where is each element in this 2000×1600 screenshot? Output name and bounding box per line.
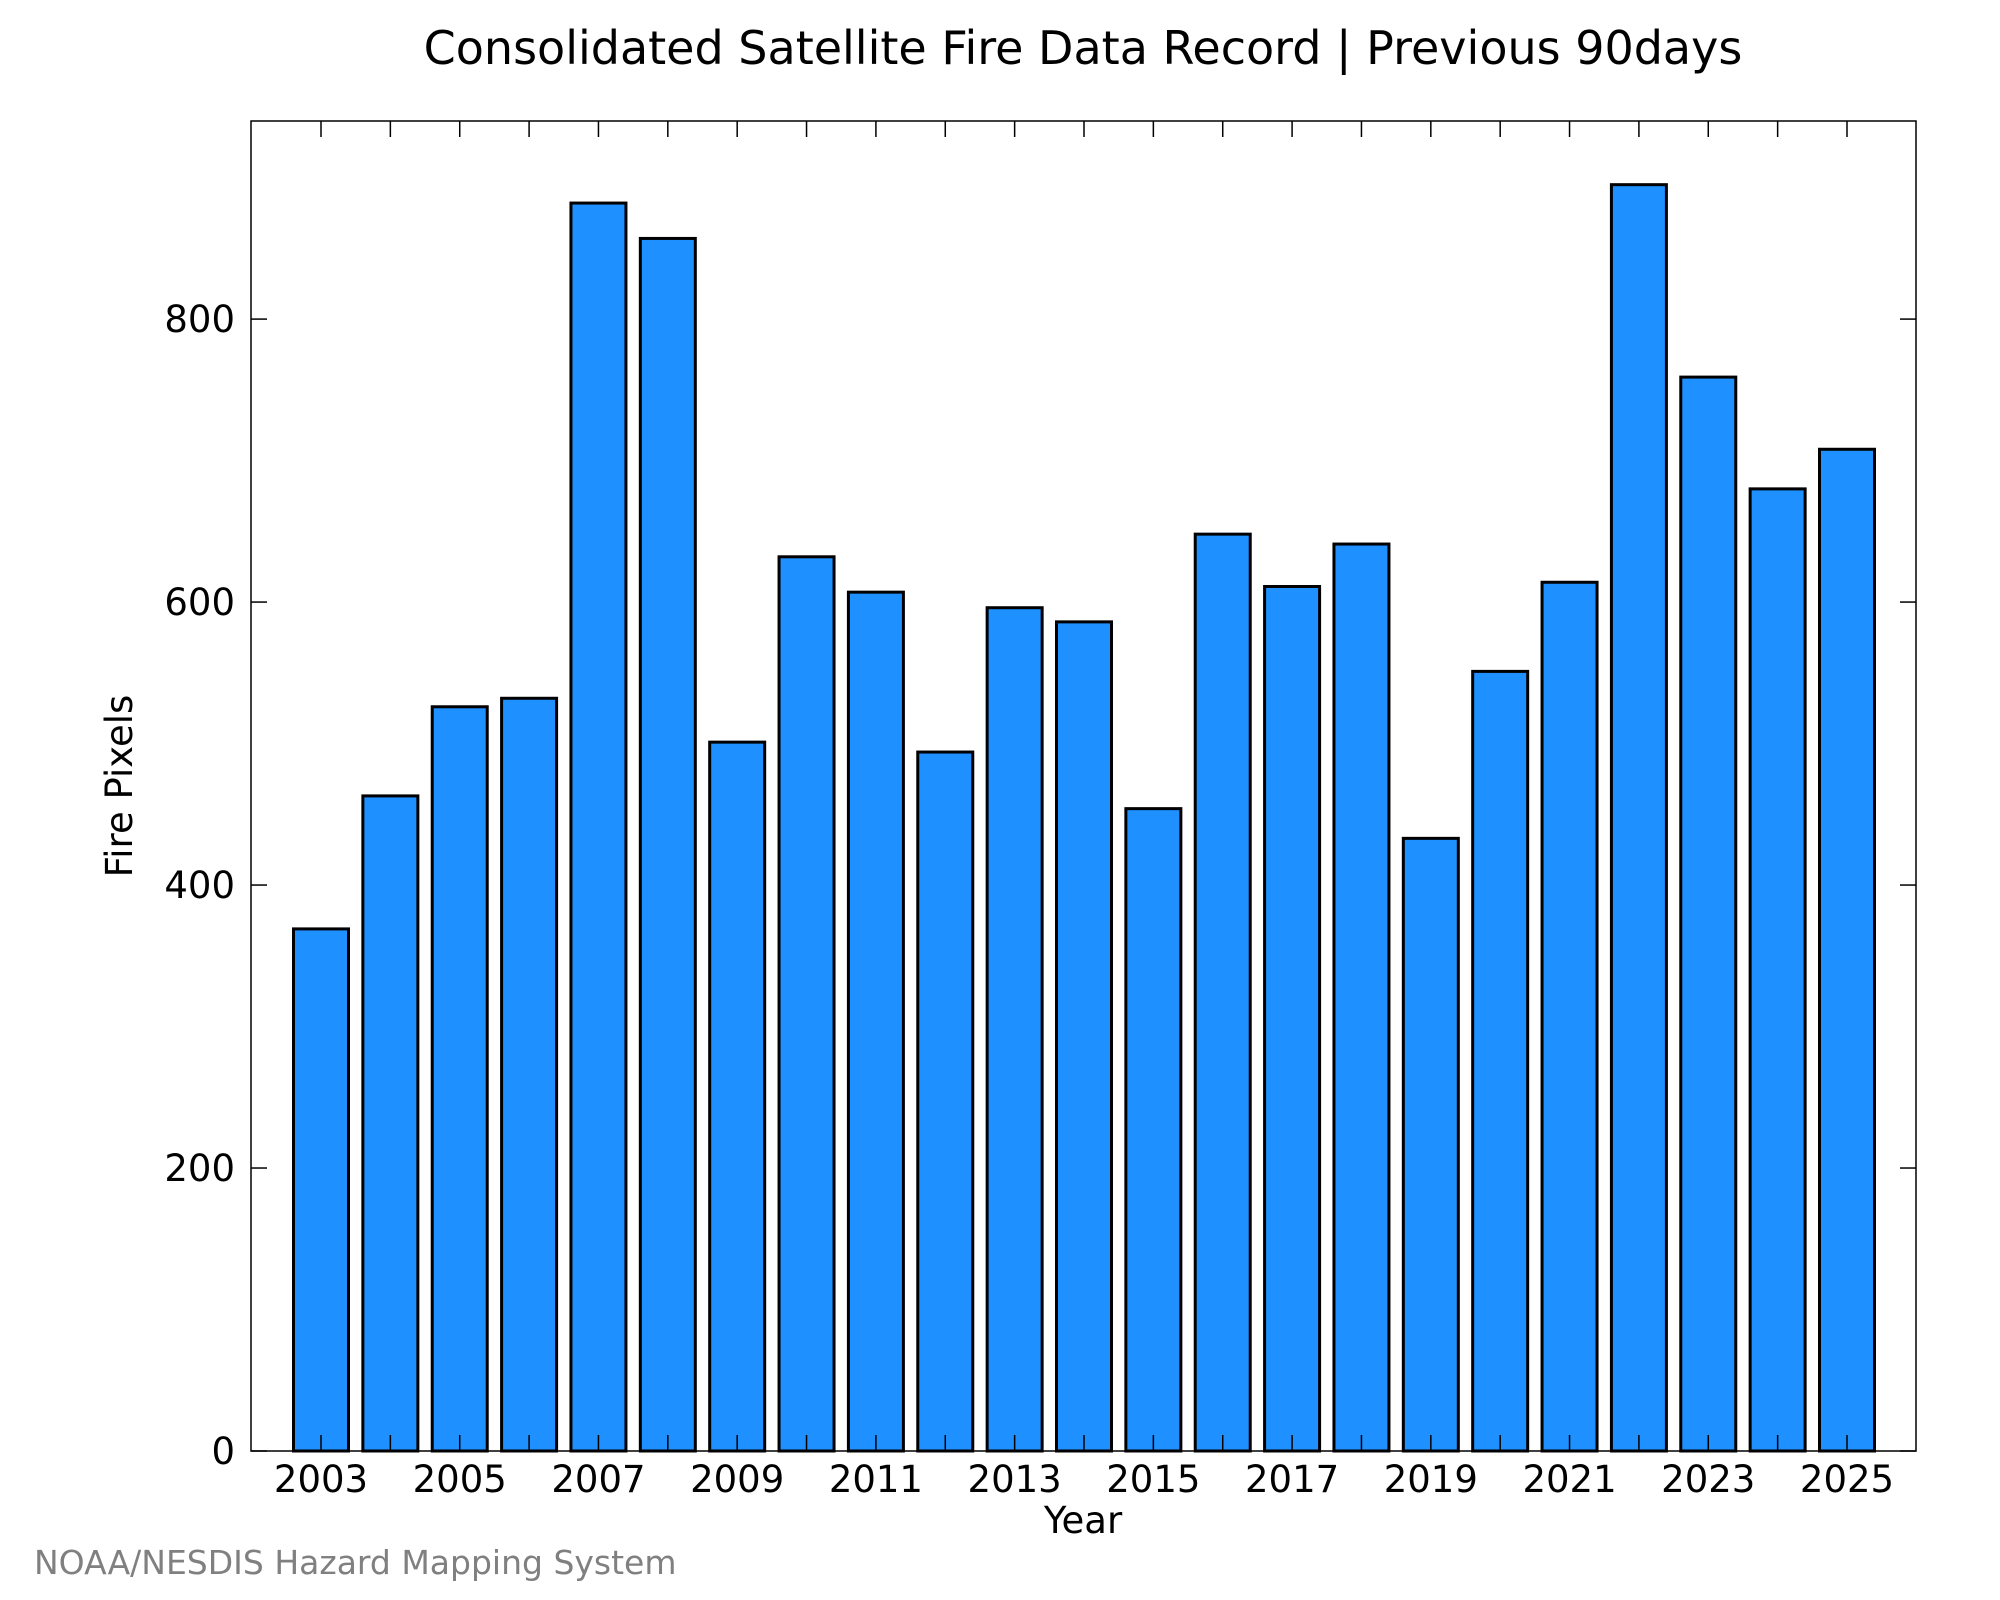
y-tick-label-400: 400 xyxy=(164,864,235,907)
bar-2015 xyxy=(1124,807,1183,1453)
y-tick-label-200: 200 xyxy=(164,1147,235,1190)
x-tick-label-2013: 2013 xyxy=(968,1458,1062,1501)
bar-2023 xyxy=(1679,375,1738,1453)
bar-2010 xyxy=(777,555,836,1453)
x-tick-label-2017: 2017 xyxy=(1245,1458,1339,1501)
x-tick-label-2009: 2009 xyxy=(690,1458,784,1501)
plot-frame xyxy=(250,120,1917,1452)
credit-text: NOAA/NESDIS Hazard Mapping System xyxy=(34,1543,677,1582)
x-tick-label-2007: 2007 xyxy=(551,1458,645,1501)
bar-2024 xyxy=(1748,487,1807,1453)
y-axis-label: Fire Pixels xyxy=(98,695,141,878)
y-tick-label-0: 0 xyxy=(211,1430,235,1473)
x-tick-label-2021: 2021 xyxy=(1522,1458,1616,1501)
bar-2007 xyxy=(569,201,628,1453)
bar-2008 xyxy=(638,236,697,1453)
x-tick-label-2011: 2011 xyxy=(829,1458,923,1501)
y-tick-label-600: 600 xyxy=(164,581,235,624)
bar-2014 xyxy=(1055,620,1113,1453)
x-tick-label-2019: 2019 xyxy=(1384,1458,1478,1501)
bar-2025 xyxy=(1818,447,1876,1453)
bar-2013 xyxy=(985,606,1044,1453)
bar-2016 xyxy=(1193,532,1252,1453)
x-tick-label-2025: 2025 xyxy=(1800,1458,1894,1501)
y-tick-label-800: 800 xyxy=(164,298,235,341)
bar-2011 xyxy=(846,590,905,1453)
bars-layer xyxy=(292,183,1876,1453)
bar-2017 xyxy=(1263,585,1322,1453)
bar-2019 xyxy=(1401,836,1460,1453)
x-tick-label-2005: 2005 xyxy=(413,1458,507,1501)
bar-2005 xyxy=(430,705,489,1453)
bar-2022 xyxy=(1609,183,1668,1453)
bar-2021 xyxy=(1540,580,1599,1453)
bar-2018 xyxy=(1332,542,1391,1453)
x-tick-label-2003: 2003 xyxy=(274,1458,368,1501)
chart-title: Consolidated Satellite Fire Data Record … xyxy=(424,21,1743,76)
bar-2009 xyxy=(708,740,767,1453)
x-axis-label: Year xyxy=(1043,1499,1123,1542)
bar-2012 xyxy=(916,750,975,1453)
x-tick-label-2023: 2023 xyxy=(1661,1458,1755,1501)
bar-2003 xyxy=(292,927,350,1453)
bar-2004 xyxy=(361,794,420,1453)
x-tick-label-2015: 2015 xyxy=(1106,1458,1200,1501)
ticks-layer: 0 200 400 600 800 2003 2005 2007 2009 2011 2013 201… xyxy=(164,121,1916,1501)
bar-2020 xyxy=(1471,669,1530,1453)
bar-2006 xyxy=(500,696,559,1453)
